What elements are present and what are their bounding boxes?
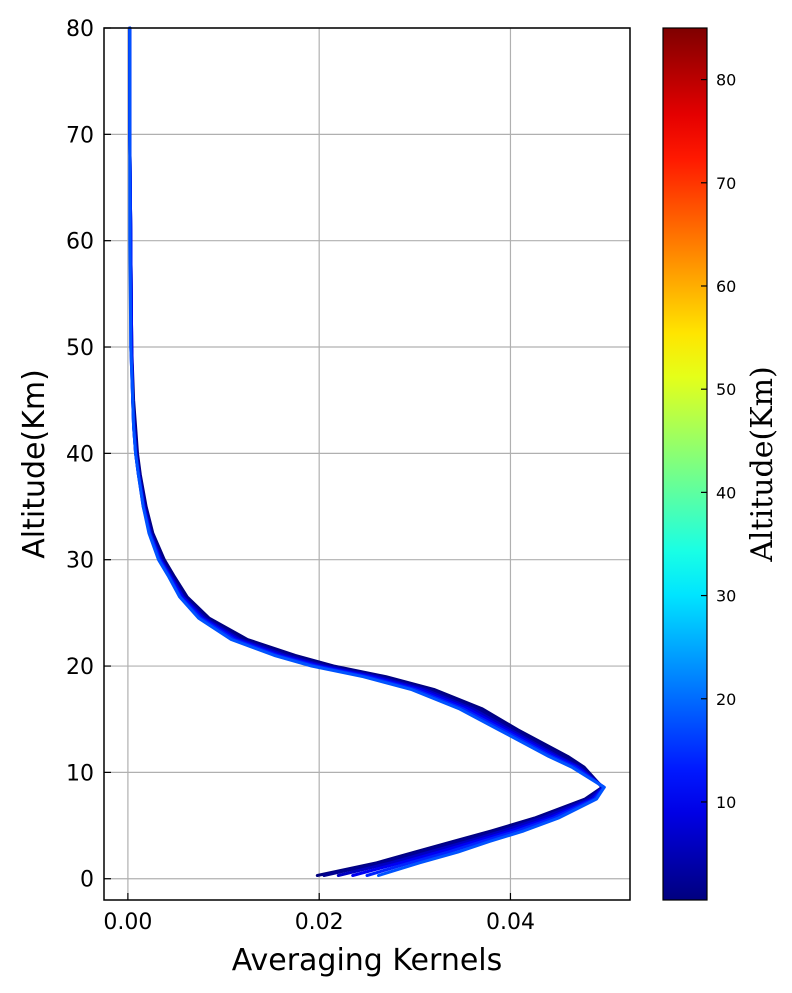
y-tick-label: 30 — [66, 549, 94, 574]
y-tick-label: 60 — [66, 230, 94, 255]
y-axis-ticks: 0 10 20 30 40 50 60 70 80 — [66, 17, 111, 893]
colorbar-tick-label: 80 — [716, 71, 736, 90]
series-group — [128, 26, 606, 877]
y-tick-label: 20 — [66, 655, 94, 680]
y-tick-label: 0 — [80, 868, 94, 893]
y-tick-label: 80 — [66, 17, 94, 42]
x-tick-label: 0.00 — [103, 910, 152, 935]
colorbar-tick-label: 70 — [716, 174, 736, 193]
y-axis-title: Altitude(Km) — [17, 369, 52, 559]
x-tick-label: 0.02 — [295, 910, 344, 935]
colorbar-tick-label: 40 — [716, 483, 736, 502]
y-tick-label: 50 — [66, 336, 94, 361]
colorbar-title: Altitude(Km) — [745, 366, 780, 563]
colorbar-tick-label: 30 — [716, 587, 736, 606]
grid — [104, 27, 630, 900]
colorbar-tick-label: 20 — [716, 690, 736, 709]
x-axis-ticks: 0.00 0.02 0.04 — [103, 893, 535, 935]
x-axis-title: Averaging Kernels — [232, 943, 503, 978]
colorbar — [662, 27, 708, 901]
plot-frame — [103, 27, 631, 901]
colorbar-tick-label: 10 — [716, 793, 736, 812]
colorbar-ticks: 10 20 30 40 50 60 70 80 — [701, 71, 736, 812]
y-tick-label: 10 — [66, 761, 94, 786]
colorbar-tick-label: 50 — [716, 380, 736, 399]
y-tick-label: 40 — [66, 442, 94, 467]
kernel-line — [128, 26, 606, 877]
colorbar-tick-label: 60 — [716, 277, 736, 296]
x-tick-label: 0.04 — [486, 910, 535, 935]
y-tick-label: 70 — [66, 123, 94, 148]
